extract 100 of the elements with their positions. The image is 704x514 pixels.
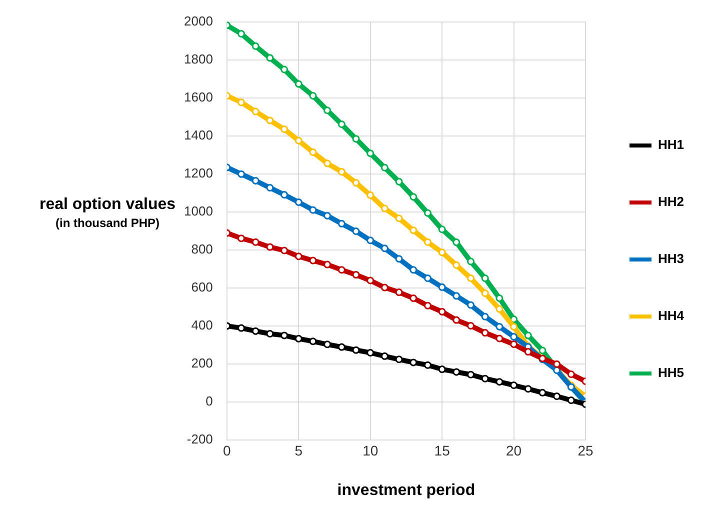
legend-label: HH1 <box>658 137 684 152</box>
point <box>252 108 260 116</box>
point <box>238 170 246 178</box>
point <box>438 283 446 291</box>
point <box>510 340 518 348</box>
point <box>309 148 317 156</box>
point <box>481 374 489 382</box>
point <box>266 184 274 192</box>
point <box>324 106 332 114</box>
point <box>410 193 418 201</box>
legend-label: HH5 <box>658 365 684 380</box>
point <box>410 266 418 274</box>
point <box>294 136 302 144</box>
point <box>410 358 418 366</box>
point <box>395 356 403 364</box>
point <box>567 396 575 404</box>
point <box>309 338 317 346</box>
y-tick-label: 200 <box>191 356 213 371</box>
point <box>510 322 518 330</box>
point <box>324 160 332 168</box>
point <box>481 312 489 320</box>
y-tick-label: 400 <box>191 318 213 333</box>
point <box>309 206 317 214</box>
point <box>496 322 504 330</box>
point <box>424 209 432 217</box>
point <box>452 292 460 300</box>
legend-label: HH3 <box>658 251 684 266</box>
point <box>496 294 504 302</box>
point <box>524 348 532 356</box>
point <box>238 234 246 242</box>
point <box>366 236 374 244</box>
point <box>424 302 432 310</box>
point <box>280 246 288 254</box>
y-axis-title: real option values (in thousand PHP) <box>39 196 176 230</box>
point <box>294 198 302 206</box>
point <box>510 382 518 390</box>
x-tick-label: 0 <box>223 442 232 458</box>
point <box>252 42 260 50</box>
y-tick-label: 1800 <box>184 51 213 66</box>
point <box>538 346 546 354</box>
point <box>380 204 388 212</box>
point <box>266 54 274 62</box>
x-axis-title: investment period <box>337 482 476 499</box>
y-tick-label: 1600 <box>184 89 213 104</box>
point <box>338 220 346 228</box>
x-tick-label: 15 <box>434 442 450 458</box>
point <box>380 244 388 252</box>
point <box>524 385 532 393</box>
point <box>266 330 274 338</box>
point <box>280 66 288 74</box>
x-tick-label: 5 <box>294 442 303 458</box>
point <box>352 179 360 187</box>
point <box>324 260 332 268</box>
point <box>338 266 346 274</box>
point <box>280 191 288 199</box>
y-tick-label: 2000 <box>184 13 213 28</box>
point <box>366 276 374 284</box>
x-tick-label: 25 <box>578 442 594 458</box>
point <box>395 288 403 296</box>
point <box>424 274 432 282</box>
point <box>338 343 346 351</box>
point <box>496 305 504 313</box>
point <box>467 370 474 378</box>
point <box>452 238 460 246</box>
point <box>410 226 418 234</box>
legend-label: HH4 <box>658 308 685 324</box>
y-tick-label: -200 <box>186 432 213 447</box>
point <box>280 125 288 133</box>
point <box>496 378 504 386</box>
point <box>324 340 332 348</box>
point <box>424 361 432 369</box>
point <box>438 366 446 374</box>
point <box>452 316 460 324</box>
y-tick-label: 1400 <box>184 127 213 142</box>
point <box>380 164 388 172</box>
point <box>438 248 446 256</box>
x-tick-label: 20 <box>506 442 522 458</box>
point <box>309 92 317 100</box>
point <box>324 212 332 220</box>
point <box>366 349 374 356</box>
point <box>352 135 360 143</box>
point <box>294 252 302 260</box>
point <box>567 370 575 378</box>
point <box>252 176 260 184</box>
point <box>280 332 288 340</box>
point <box>238 98 246 106</box>
y-tick-label: 800 <box>191 241 213 256</box>
point <box>452 261 460 269</box>
point <box>467 258 474 266</box>
point <box>510 333 518 341</box>
point <box>524 332 532 340</box>
point <box>481 290 489 297</box>
point <box>309 256 317 264</box>
point <box>338 168 346 176</box>
point <box>553 360 561 368</box>
point <box>467 301 474 309</box>
point <box>266 243 274 251</box>
point <box>294 334 302 342</box>
point <box>238 324 246 332</box>
point <box>452 368 460 376</box>
